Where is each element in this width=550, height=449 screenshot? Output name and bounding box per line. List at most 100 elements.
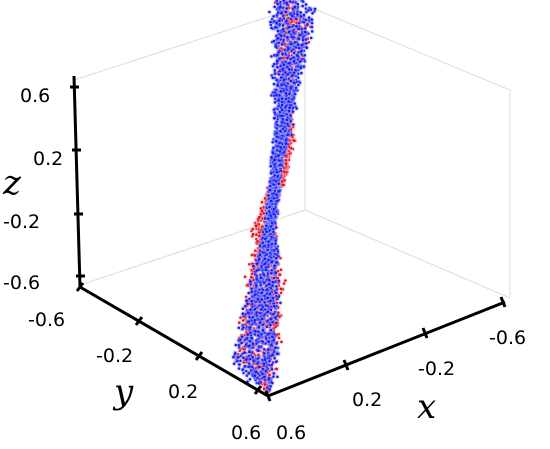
data-point <box>295 21 299 25</box>
data-point <box>287 30 291 34</box>
data-point <box>293 81 296 85</box>
data-point <box>301 0 305 3</box>
data-point <box>274 26 277 29</box>
data-point <box>270 26 273 30</box>
data-point <box>284 162 288 165</box>
pane-edge-top-right <box>304 4 511 91</box>
data-point <box>280 12 283 15</box>
data-point <box>287 62 291 65</box>
data-point <box>276 71 280 74</box>
data-point <box>287 6 291 10</box>
data-point <box>276 29 280 33</box>
data-point <box>295 24 298 28</box>
data-point <box>275 78 279 82</box>
data-point <box>280 43 284 46</box>
data-point <box>310 18 314 22</box>
data-point <box>301 38 305 42</box>
data-point <box>275 21 278 25</box>
data-point <box>277 73 281 76</box>
data-points <box>230 0 318 394</box>
data-point <box>281 53 284 56</box>
data-point <box>282 282 286 285</box>
data-point <box>306 23 309 26</box>
data-point <box>301 43 304 46</box>
data-point <box>313 7 317 11</box>
data-point <box>276 37 280 40</box>
data-point <box>276 59 279 63</box>
data-point <box>293 5 297 9</box>
data-point <box>281 68 284 71</box>
data-point <box>273 5 276 9</box>
data-point <box>287 16 290 20</box>
data-point <box>310 25 314 29</box>
data-point <box>305 42 308 45</box>
data-point <box>291 0 294 1</box>
data-point <box>290 20 293 23</box>
data-point <box>298 19 302 23</box>
data-point <box>275 367 279 371</box>
data-point <box>272 15 275 18</box>
data-point <box>250 275 253 279</box>
data-point <box>311 12 314 15</box>
data-point <box>298 60 302 63</box>
data-point <box>293 49 297 53</box>
data-point <box>289 86 293 90</box>
data-point <box>284 31 287 34</box>
data-point <box>257 215 261 219</box>
data-point <box>286 39 290 43</box>
data-point <box>301 54 305 58</box>
data-point <box>295 37 298 40</box>
data-point <box>310 30 314 33</box>
data-point <box>279 5 282 9</box>
data-point <box>238 321 241 325</box>
data-point <box>287 68 291 71</box>
data-point <box>304 18 308 22</box>
data-point <box>303 54 307 57</box>
data-point <box>285 7 288 10</box>
data-point <box>253 254 256 257</box>
data-point <box>251 232 255 236</box>
data-point <box>281 56 285 60</box>
data-point <box>282 63 286 67</box>
data-point <box>256 240 259 243</box>
data-point <box>281 48 285 51</box>
data-point <box>307 9 310 12</box>
data-point <box>303 30 307 34</box>
data-point <box>287 51 291 54</box>
data-point <box>281 180 284 183</box>
data-point <box>283 43 287 47</box>
data-point <box>286 73 290 76</box>
data-point <box>289 57 293 61</box>
data-point <box>278 273 282 277</box>
data-point <box>279 34 283 37</box>
data-point <box>299 66 303 70</box>
data-point <box>274 1 277 4</box>
data-point <box>260 200 264 204</box>
data-point <box>294 86 298 90</box>
data-point <box>254 224 258 228</box>
data-point <box>243 275 247 279</box>
data-point <box>279 287 283 291</box>
data-point <box>275 53 279 57</box>
data-point <box>268 10 271 14</box>
data-point <box>305 46 309 50</box>
data-point <box>289 79 293 83</box>
data-point <box>285 1 289 5</box>
data-point <box>288 25 291 29</box>
data-point <box>276 2 279 5</box>
data-point <box>309 36 313 40</box>
data-point <box>294 17 298 21</box>
data-point <box>299 33 302 37</box>
data-point <box>292 139 295 142</box>
data-point <box>272 39 276 43</box>
data-point <box>298 21 301 25</box>
data-point <box>292 51 296 55</box>
data-point <box>241 319 245 322</box>
data-point <box>300 71 303 75</box>
data-point <box>293 41 297 44</box>
data-point <box>299 50 303 53</box>
point-halo <box>284 0 290 2</box>
data-point <box>285 13 289 17</box>
data-point <box>280 340 283 344</box>
